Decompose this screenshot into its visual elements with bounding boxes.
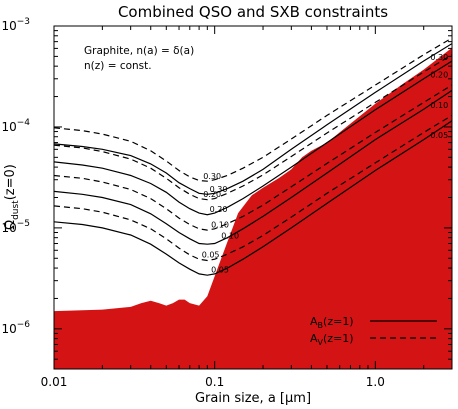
x-axis-unit: μm	[285, 391, 306, 406]
curve-end-label-0.20: 0.20	[430, 71, 448, 80]
x-tick-label: 0.01	[41, 375, 68, 389]
legend-label-ab: AB(z=1)	[310, 315, 354, 330]
annotation-graphite: Graphite, n(a) = δ(a)	[84, 45, 194, 57]
curve-label-dashed-0.20: 0.20	[203, 190, 221, 199]
curve-label-dashed-0.05: 0.05	[202, 251, 220, 260]
axis-ticks	[53, 25, 453, 370]
chart-title: Combined QSO and SXB constraints	[118, 3, 388, 21]
curve-label-solid-0.30: 0.30	[210, 185, 228, 194]
x-axis-label: Grain size, a [μm]	[195, 391, 311, 406]
curve-solid-0.30	[54, 43, 452, 195]
y-tick-label: 10−6	[1, 320, 30, 336]
annotation-nz: n(z) = const.	[84, 60, 152, 72]
curve-label-dashed-0.30: 0.30	[203, 172, 221, 181]
curve-solid-0.10	[54, 89, 452, 245]
curve-label-dashed-0.10: 0.10	[211, 220, 229, 229]
legend: AB(z=1) AV(z=1)	[310, 315, 437, 347]
curve-end-label-0.10: 0.10	[430, 101, 448, 110]
curve-solid-0.20	[54, 60, 452, 216]
curve-dashed-0.05	[54, 114, 452, 262]
region-red	[54, 47, 452, 369]
y-axis-label: Ωdust(z=0)	[3, 164, 21, 230]
curve-solid-0.05	[54, 120, 452, 276]
curve-label-solid-0.20: 0.20	[210, 205, 228, 214]
y-tick-label: 10−3	[1, 17, 30, 33]
model-curves	[54, 37, 452, 276]
curve-dashed-0.30	[54, 37, 452, 182]
curve-labels: 0.300.300.200.200.100.100.050.050.300.20…	[202, 53, 449, 275]
curve-end-label-0.05: 0.05	[430, 131, 448, 140]
curve-dashed-0.20	[54, 54, 452, 201]
y-tick-label: 10−4	[1, 118, 30, 134]
curve-dashed-0.10	[54, 84, 452, 231]
x-tick-label: 0.1	[205, 375, 224, 389]
curve-end-label-0.30: 0.30	[430, 53, 448, 62]
legend-label-av: AV(z=1)	[310, 332, 354, 347]
curve-label-solid-0.10: 0.10	[221, 232, 239, 241]
x-tick-label: 1.0	[366, 375, 385, 389]
curve-label-solid-0.05: 0.05	[211, 266, 229, 275]
x-tick-labels: 0.01 0.1 1.0	[41, 375, 385, 389]
